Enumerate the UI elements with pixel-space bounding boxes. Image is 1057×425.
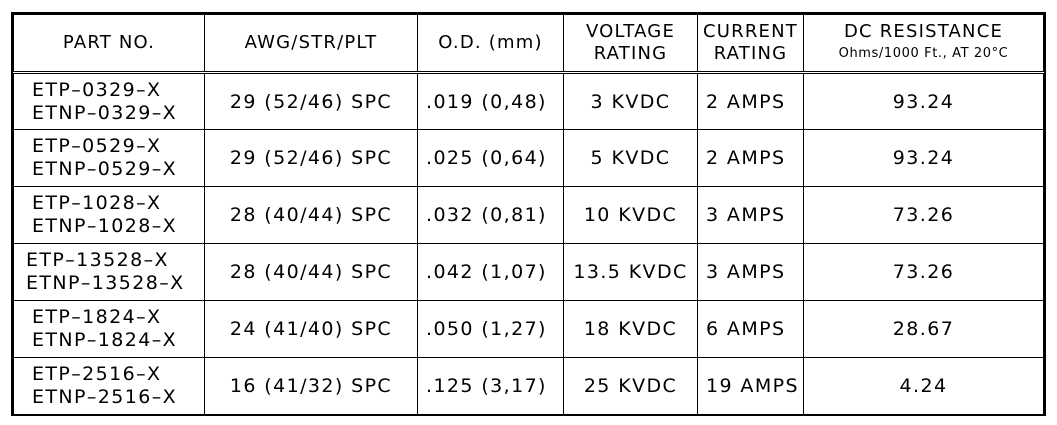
table-row: ETP–13528–X ETNP–13528–X 28 (40/44) SPC .… [13, 243, 1044, 301]
voltage-cell: 13.5 KVDC [563, 243, 698, 301]
current-cell: 3 AMPS [697, 186, 804, 244]
header-part-no: PART NO. [13, 14, 205, 74]
awg-cell: 29 (52/46) SPC [204, 129, 418, 187]
header-od: O.D. (mm) [417, 14, 564, 74]
awg-cell: 24 (41/40) SPC [204, 300, 418, 358]
header-row: PART NO. AWG/STR/PLT O.D. (mm) VOLTAGE R… [13, 14, 1044, 74]
awg-cell: 16 (41/32) SPC [204, 357, 418, 415]
voltage-cell: 10 KVDC [563, 186, 698, 244]
od-cell: .125 (3,17) [417, 357, 564, 415]
current-cell: 6 AMPS [697, 300, 804, 358]
header-current-rating: CURRENT RATING [697, 14, 804, 74]
wire-spec-table-sheet: PART NO. AWG/STR/PLT O.D. (mm) VOLTAGE R… [11, 12, 1046, 416]
dc-resistance-cell: 73.26 [803, 243, 1044, 301]
table-row: ETP–0329–X ETNP–0329–X 29 (52/46) SPC .01… [13, 72, 1044, 130]
awg-cell: 29 (52/46) SPC [204, 72, 418, 130]
current-cell: 2 AMPS [697, 72, 804, 130]
awg-cell: 28 (40/44) SPC [204, 243, 418, 301]
voltage-cell: 25 KVDC [563, 357, 698, 415]
od-cell: .042 (1,07) [417, 243, 564, 301]
voltage-cell: 3 KVDC [563, 72, 698, 130]
od-cell: .032 (0,81) [417, 186, 564, 244]
header-awg: AWG/STR/PLT [204, 14, 418, 74]
dc-resistance-cell: 28.67 [803, 300, 1044, 358]
table-row: ETP–2516–X ETNP–2516–X 16 (41/32) SPC .12… [13, 357, 1044, 415]
part-no-cell: ETP–1028–X ETNP–1028–X [13, 186, 205, 244]
dc-resistance-cell: 4.24 [803, 357, 1044, 415]
voltage-cell: 18 KVDC [563, 300, 698, 358]
dc-resistance-cell: 93.24 [803, 72, 1044, 130]
od-cell: .019 (0,48) [417, 72, 564, 130]
part-no-cell: ETP–0329–X ETNP–0329–X [13, 72, 205, 130]
table-row: ETP–1824–X ETNP–1824–X 24 (41/40) SPC .05… [13, 300, 1044, 358]
part-no-cell: ETP–13528–X ETNP–13528–X [13, 243, 205, 301]
od-cell: .025 (0,64) [417, 129, 564, 187]
wire-spec-table: PART NO. AWG/STR/PLT O.D. (mm) VOLTAGE R… [13, 14, 1044, 415]
part-no-cell: ETP–1824–X ETNP–1824–X [13, 300, 205, 358]
part-no-cell: ETP–0529–X ETNP–0529–X [13, 129, 205, 187]
table-row: ETP–0529–X ETNP–0529–X 29 (52/46) SPC .02… [13, 129, 1044, 187]
header-voltage-rating: VOLTAGE RATING [563, 14, 698, 74]
dc-resistance-cell: 93.24 [803, 129, 1044, 187]
awg-cell: 28 (40/44) SPC [204, 186, 418, 244]
current-cell: 2 AMPS [697, 129, 804, 187]
header-dc-resistance: DC RESISTANCE Ohms/1000 Ft., AT 20°C [803, 14, 1044, 74]
part-no-cell: ETP–2516–X ETNP–2516–X [13, 357, 205, 415]
od-cell: .050 (1,27) [417, 300, 564, 358]
current-cell: 3 AMPS [697, 243, 804, 301]
table-row: ETP–1028–X ETNP–1028–X 28 (40/44) SPC .03… [13, 186, 1044, 244]
dc-resistance-cell: 73.26 [803, 186, 1044, 244]
voltage-cell: 5 KVDC [563, 129, 698, 187]
current-cell: 19 AMPS [697, 357, 804, 415]
